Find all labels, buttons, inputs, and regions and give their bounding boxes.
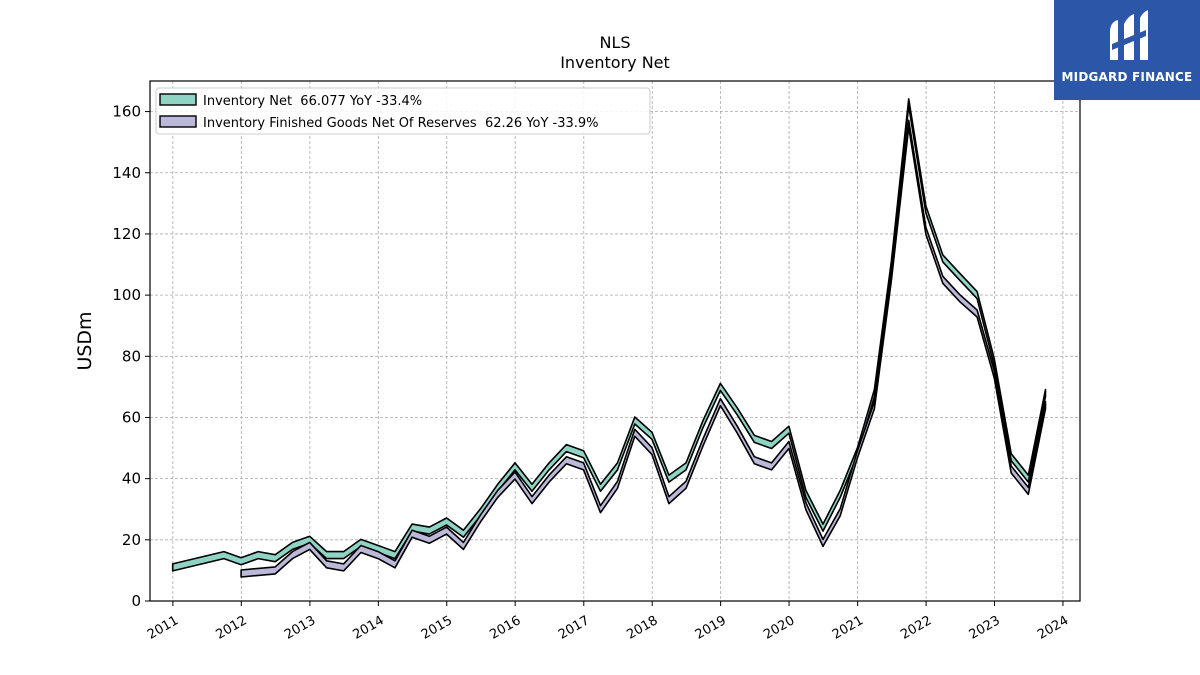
plot-frame <box>149 80 1081 602</box>
legend-label-finished-goods: Inventory Finished Goods Net Of Reserves… <box>203 116 599 131</box>
x-tick-label: 2013 <box>282 613 318 643</box>
legend-swatch-inventory-net <box>159 93 197 106</box>
y-tick-label: 40 <box>122 470 141 488</box>
x-tick-label: 2024 <box>1035 613 1071 643</box>
legend-swatch-finished-goods <box>159 115 197 128</box>
x-axis: 2011 2012 2013 2014 2015 2016 2017 2018 2019 2020… <box>145 601 1071 643</box>
x-tick-label: 2022 <box>898 613 934 643</box>
y-axis: 0 20 40 60 80 100 120 140 160 <box>112 103 150 610</box>
y-tick-label: 20 <box>122 531 141 549</box>
x-tick-label: 2017 <box>556 613 592 643</box>
x-tick-label: 2019 <box>693 613 729 643</box>
legend: Inventory Net 66.077 YoY -33.4% Inventor… <box>155 87 651 135</box>
y-tick-label: 140 <box>112 164 141 182</box>
x-tick-label: 2012 <box>213 613 249 643</box>
brand-logo: MIDGARD FINANCE <box>1054 0 1200 100</box>
logo-mark-icon <box>1110 10 1148 60</box>
series-finished-goods <box>240 119 1047 578</box>
x-tick-label: 2015 <box>419 613 455 643</box>
y-axis-label: USDm <box>74 311 96 370</box>
x-tick-label: 2020 <box>761 613 797 643</box>
series-layer <box>171 98 1047 578</box>
x-tick-label: 2018 <box>624 613 660 643</box>
y-tick-label: 80 <box>122 347 141 365</box>
y-tick-label: 120 <box>112 225 141 243</box>
y-tick-label: 100 <box>112 286 141 304</box>
y-tick-label: 60 <box>122 408 141 426</box>
y-tick-label: 0 <box>131 592 141 610</box>
x-tick-label: 2021 <box>830 613 866 643</box>
x-tick-label: 2011 <box>145 613 181 643</box>
x-tick-label: 2014 <box>350 613 386 643</box>
chart-title: NLS <box>599 33 630 52</box>
x-tick-label: 2023 <box>967 613 1003 643</box>
legend-label-inventory-net: Inventory Net 66.077 YoY -33.4% <box>203 94 422 109</box>
brand-name: MIDGARD FINANCE <box>1061 70 1193 84</box>
x-tick-label: 2016 <box>487 613 523 643</box>
grid <box>150 81 1080 602</box>
legend-frame <box>155 87 651 135</box>
chart-subtitle: Inventory Net <box>560 53 670 72</box>
y-tick-label: 160 <box>112 103 141 121</box>
